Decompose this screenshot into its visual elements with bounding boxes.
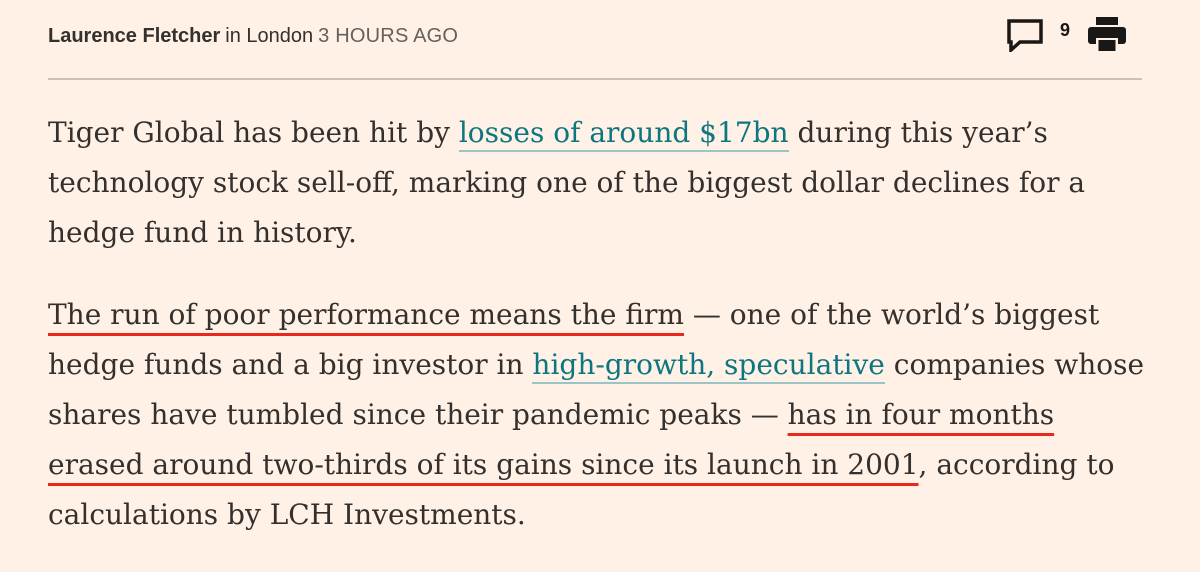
article-body: Tiger Global has been hit by losses of a… xyxy=(48,108,1148,540)
paragraph-2: The run of poor performance means the fi… xyxy=(48,290,1148,540)
speech-bubble-icon[interactable] xyxy=(1006,18,1044,52)
byline-timestamp: 3 HOURS AGO xyxy=(318,24,459,47)
link-losses[interactable]: losses of around $17bn xyxy=(458,116,789,152)
paragraph-text: — one of the world’s biggest hedge funds… xyxy=(48,298,1100,381)
highlighted-text: has in four months erased around two-thi… xyxy=(48,398,1055,481)
byline: Laurence Fletcher in London 3 HOURS AGO xyxy=(48,22,458,50)
author-link[interactable]: Laurence Fletcher xyxy=(48,24,221,47)
article-tools: 9 xyxy=(1006,14,1136,54)
highlighted-text: The run of poor performance means the fi… xyxy=(48,298,684,331)
paragraph-1: Tiger Global has been hit by losses of a… xyxy=(48,108,1148,258)
byline-location: in London xyxy=(225,24,314,47)
link-high-growth-speculative[interactable]: high-growth, speculative xyxy=(532,348,885,384)
paragraph-text: Tiger Global has been hit by xyxy=(48,116,459,149)
printer-icon[interactable] xyxy=(1086,16,1128,54)
comments-count[interactable]: 9 xyxy=(1060,20,1071,40)
paragraph-text: , according to calculations by LCH Inves… xyxy=(48,448,1115,531)
paragraph-text: companies whose shares have tumbled sinc… xyxy=(48,348,1145,431)
header-divider xyxy=(48,78,1142,80)
paragraph-text: during this year’s technology stock sell… xyxy=(48,116,1086,249)
